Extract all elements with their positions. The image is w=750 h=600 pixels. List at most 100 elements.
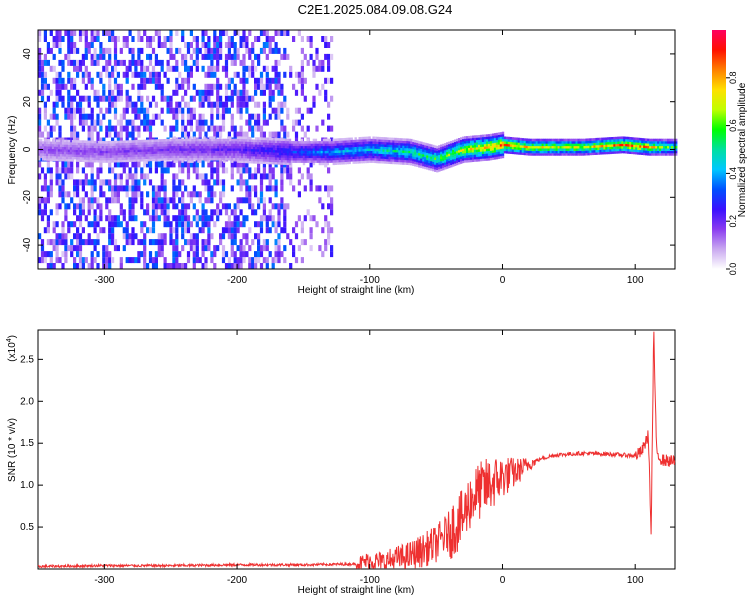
spectrogram-ridge-cell <box>366 136 369 140</box>
spectrogram-cell <box>163 197 167 204</box>
spectrogram-ridge-cell <box>107 143 111 146</box>
spectrogram-cell <box>125 42 129 48</box>
spectrogram-cell <box>242 257 246 264</box>
spectrogram-ridge-cell <box>135 144 138 148</box>
spectrogram-ridge-cell <box>235 141 238 144</box>
spectrogram-cell <box>257 101 261 108</box>
spectrogram-cell <box>248 53 252 60</box>
spectrogram-ridge-cell <box>48 143 51 147</box>
spectrogram-cell <box>113 191 118 198</box>
spectrogram-ridge-cell <box>213 145 216 149</box>
spectrogram-ridge-cell <box>105 145 109 149</box>
spectrogram-ridge-cell <box>324 141 328 144</box>
spectrogram-ridge-cell <box>597 145 600 148</box>
spectrogram-ridge-cell <box>651 138 654 142</box>
spectrogram-cell <box>58 233 62 240</box>
spectrogram-ridge-cell <box>517 140 521 143</box>
spectrogram-ridge-cell <box>282 148 286 151</box>
spectrogram-cell <box>265 65 269 72</box>
spectrogram-ridge-cell <box>69 144 73 148</box>
spectrogram-ridge-cell <box>671 141 674 144</box>
spectrogram-cell <box>84 215 88 222</box>
spectrogram-ridge-cell <box>171 143 174 147</box>
spectrogram-ridge-cell <box>159 146 162 149</box>
spectrogram-ridge-cell <box>332 150 335 154</box>
spectrogram-ridge-cell <box>53 146 57 150</box>
spectrogram-ridge-cell <box>105 143 109 147</box>
spectrogram-ridge-cell <box>213 153 216 156</box>
spectrogram-ridge-cell <box>304 148 308 151</box>
spectrogram-cell <box>254 89 258 96</box>
spectrogram-ridge-cell <box>414 144 417 148</box>
spectrogram-cell <box>286 30 290 36</box>
spectrogram-ridge-cell <box>348 140 351 143</box>
spectrogram-ridge-cell <box>448 151 451 154</box>
spectrogram-ridge-cell <box>661 145 664 149</box>
spectrogram-ridge-cell <box>428 162 431 166</box>
spectrogram-ridge-cell <box>589 147 592 151</box>
spectrogram-cell <box>154 53 158 60</box>
spectrogram-cell <box>55 209 59 216</box>
spectrogram-ridge-cell <box>655 141 658 144</box>
spectrogram-ridge-cell <box>73 144 77 148</box>
spectrogram-cell <box>84 30 88 36</box>
spectrogram-ridge-cell <box>179 155 182 159</box>
spectrogram-ridge-cell <box>260 149 264 152</box>
spectrogram-ridge-cell <box>259 154 262 157</box>
spectrogram-cell <box>227 131 231 138</box>
spectrogram-ridge-cell <box>211 138 214 142</box>
spectrogram-cell <box>265 83 269 90</box>
spectrogram-ridge-cell <box>368 150 371 154</box>
spectrogram-ridge-cell <box>197 145 200 149</box>
spectrogram-ridge-cell <box>314 150 318 154</box>
spectrogram-ridge-cell <box>131 156 134 160</box>
spectrogram-ridge-cell <box>225 145 228 149</box>
spectrogram-cell <box>233 239 237 246</box>
spectrogram-ridge-cell <box>259 139 262 143</box>
spectrogram-cell <box>239 239 243 246</box>
spectrogram-ridge-cell <box>280 143 284 146</box>
spectrogram-cell <box>201 251 205 258</box>
spectrogram-ridge-cell <box>422 149 425 152</box>
spectrogram-ridge-cell <box>326 138 329 142</box>
spectrogram-cell <box>131 215 135 222</box>
spectrogram-ridge-cell <box>470 159 473 163</box>
spectrogram-cell <box>157 30 161 36</box>
spectrogram-ridge-cell <box>448 156 451 159</box>
spectrogram-ridge-cell <box>179 150 182 154</box>
spectrogram-ridge-cell <box>44 141 47 144</box>
spectrogram-cell <box>99 119 103 126</box>
spectrogram-ridge-cell <box>444 162 447 165</box>
spectrogram-ridge-cell <box>274 145 278 148</box>
spectrogram-cell <box>81 119 85 126</box>
spectrogram-ridge-cell <box>479 156 483 159</box>
spectrogram-ridge-cell <box>531 145 535 149</box>
spectrogram-ridge-cell <box>424 142 427 146</box>
spectrogram-cell <box>184 209 188 216</box>
spectrogram-ridge-cell <box>270 161 274 165</box>
spectrogram-ridge-cell <box>75 147 79 150</box>
spectrogram-ridge-cell <box>360 153 363 157</box>
spectrogram-ridge-cell <box>211 145 214 149</box>
spectrogram-ridge-cell <box>436 165 439 168</box>
spectrogram-ridge-cell <box>344 147 347 150</box>
spectrogram-cell <box>248 71 252 78</box>
spectrogram-ridge-cell <box>169 143 172 147</box>
spectrogram-ridge-cell <box>444 150 447 153</box>
spectrogram-ridge-cell <box>458 138 461 141</box>
spectrogram-ridge-cell <box>464 150 467 154</box>
spectrogram-ridge-cell <box>274 150 278 153</box>
spectrogram-cell <box>274 71 278 78</box>
spectrogram-ridge-cell <box>613 139 616 142</box>
spectrogram-cell <box>58 89 62 96</box>
spectrogram-cell <box>169 239 173 246</box>
spectrogram-cell <box>108 36 112 42</box>
spectrogram-cell <box>108 101 112 108</box>
spectrogram-ridge-cell <box>639 152 642 155</box>
spectrogram-cell <box>271 173 275 180</box>
spectrogram-ridge-cell <box>633 151 636 155</box>
spectrogram-ridge-cell <box>101 153 105 156</box>
spectrogram-ridge-cell <box>302 145 306 149</box>
spectrogram-ridge-cell <box>207 138 210 142</box>
spectrogram-ridge-cell <box>336 162 339 165</box>
